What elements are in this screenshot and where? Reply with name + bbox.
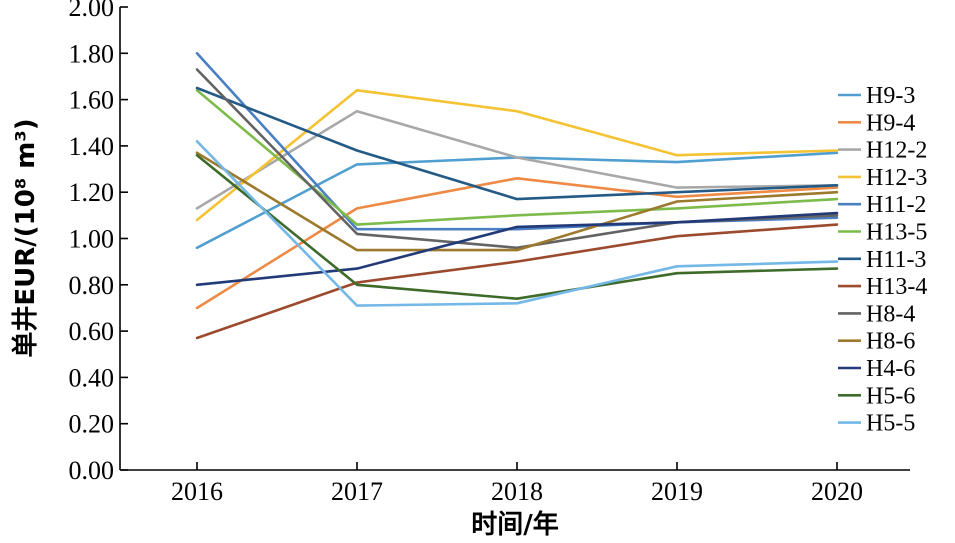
series-line-h12-3: [195, 89, 839, 222]
legend-label: H11-3: [866, 247, 926, 273]
series-line-h4-6: [195, 211, 839, 287]
series-lines: [195, 51, 839, 340]
x-axis-title: 时间/年: [471, 509, 559, 540]
legend-label: H11-2: [866, 192, 926, 218]
series-line-h12-2: [195, 109, 839, 210]
legend-label: H12-3: [866, 165, 927, 191]
series-line-h8-6: [195, 151, 839, 252]
legend-label: H13-4: [866, 274, 927, 300]
x-tick-label: 2017: [331, 477, 383, 506]
legend-label: H5-5: [866, 411, 915, 437]
y-axis-ticks: 0.00 0.20 0.40 0.60 0.80 1.00 1.20 1.40 1.60 1.80…: [69, 0, 128, 485]
y-tick-label: 1.20: [69, 178, 115, 207]
legend-label: H9-3: [866, 83, 915, 109]
y-tick-label: 0.60: [69, 317, 115, 346]
legend-label: H5-6: [866, 383, 915, 409]
y-tick-label: 1.80: [69, 39, 115, 68]
legend-label: H9-4: [866, 110, 915, 136]
series-line-h5-5: [195, 140, 839, 307]
x-tick-label: 2016: [171, 477, 223, 506]
x-axis-ticks: 2016 2017 2018 2019 2020: [171, 462, 863, 506]
legend: H9-3H9-4H12-2H12-3H11-2H13-5H11-3H13-4H8…: [838, 83, 927, 437]
y-tick-label: 0.40: [69, 363, 115, 392]
series-line-h13-4: [195, 223, 839, 340]
x-tick-label: 2018: [491, 477, 543, 506]
series-line-h11-3: [195, 86, 839, 201]
y-tick-label: 1.60: [69, 86, 115, 115]
x-tick-label: 2020: [811, 477, 863, 506]
legend-label: H8-6: [866, 329, 915, 355]
y-tick-label: 2.00: [69, 0, 115, 22]
y-tick-label: 1.40: [69, 132, 115, 161]
y-axis-title: 单井EUR/(10⁸ m³): [11, 118, 41, 357]
y-tick-label: 0.00: [69, 456, 115, 485]
legend-label: H12-2: [866, 138, 927, 164]
y-tick-label: 0.80: [69, 271, 115, 300]
legend-label: H8-4: [866, 301, 915, 327]
legend-label: H13-5: [866, 220, 927, 246]
series-line-h5-6: [195, 153, 839, 301]
x-tick-label: 2019: [651, 477, 703, 506]
y-tick-label: 0.20: [69, 410, 115, 439]
y-tick-label: 1.00: [69, 225, 115, 254]
legend-label: H4-6: [866, 356, 915, 382]
